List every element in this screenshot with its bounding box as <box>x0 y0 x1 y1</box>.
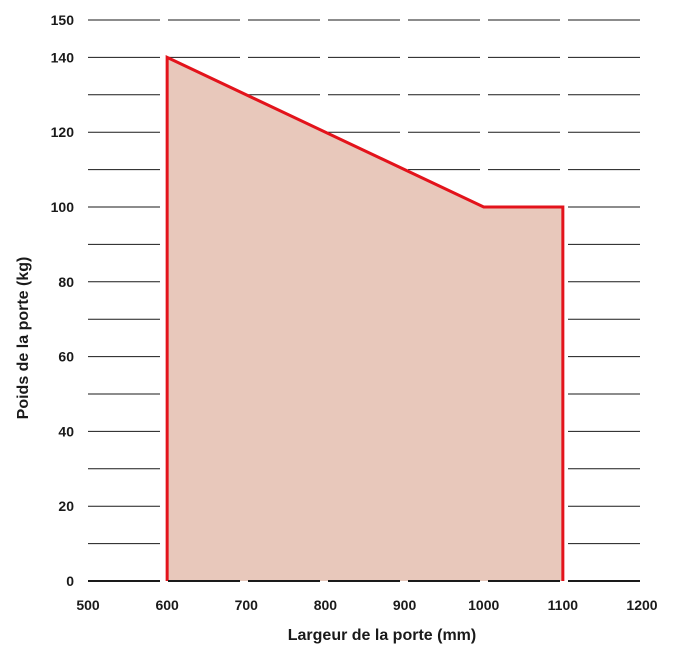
y-tick-label: 60 <box>58 349 74 365</box>
y-tick-label: 80 <box>58 274 74 290</box>
area-fill <box>167 57 563 581</box>
x-tick-label: 1100 <box>548 597 579 613</box>
x-tick-label: 800 <box>314 597 338 613</box>
x-tick-label: 900 <box>393 597 417 613</box>
y-tick-label: 140 <box>51 49 75 65</box>
y-tick-labels: 0 20 40 60 80 100 120 140 150 <box>51 12 75 589</box>
y-tick-label: 150 <box>51 12 75 28</box>
y-tick-label: 0 <box>66 573 74 589</box>
area-outline <box>165 55 565 581</box>
y-tick-label: 20 <box>58 498 74 514</box>
y-tick-label: 40 <box>58 423 74 439</box>
x-tick-label: 600 <box>155 597 179 613</box>
x-tick-label: 500 <box>76 597 100 613</box>
y-tick-label: 120 <box>51 124 75 140</box>
x-tick-label: 1200 <box>626 597 657 613</box>
x-tick-labels: 500 600 700 800 900 1000 1100 1200 <box>76 597 657 613</box>
y-tick-label: 100 <box>51 199 75 215</box>
x-tick-label: 1000 <box>468 597 499 613</box>
x-tick-label: 700 <box>235 597 259 613</box>
x-axis-title: Largeur de la porte (mm) <box>288 627 476 644</box>
y-axis-title: Poids de la porte (kg) <box>15 257 32 420</box>
